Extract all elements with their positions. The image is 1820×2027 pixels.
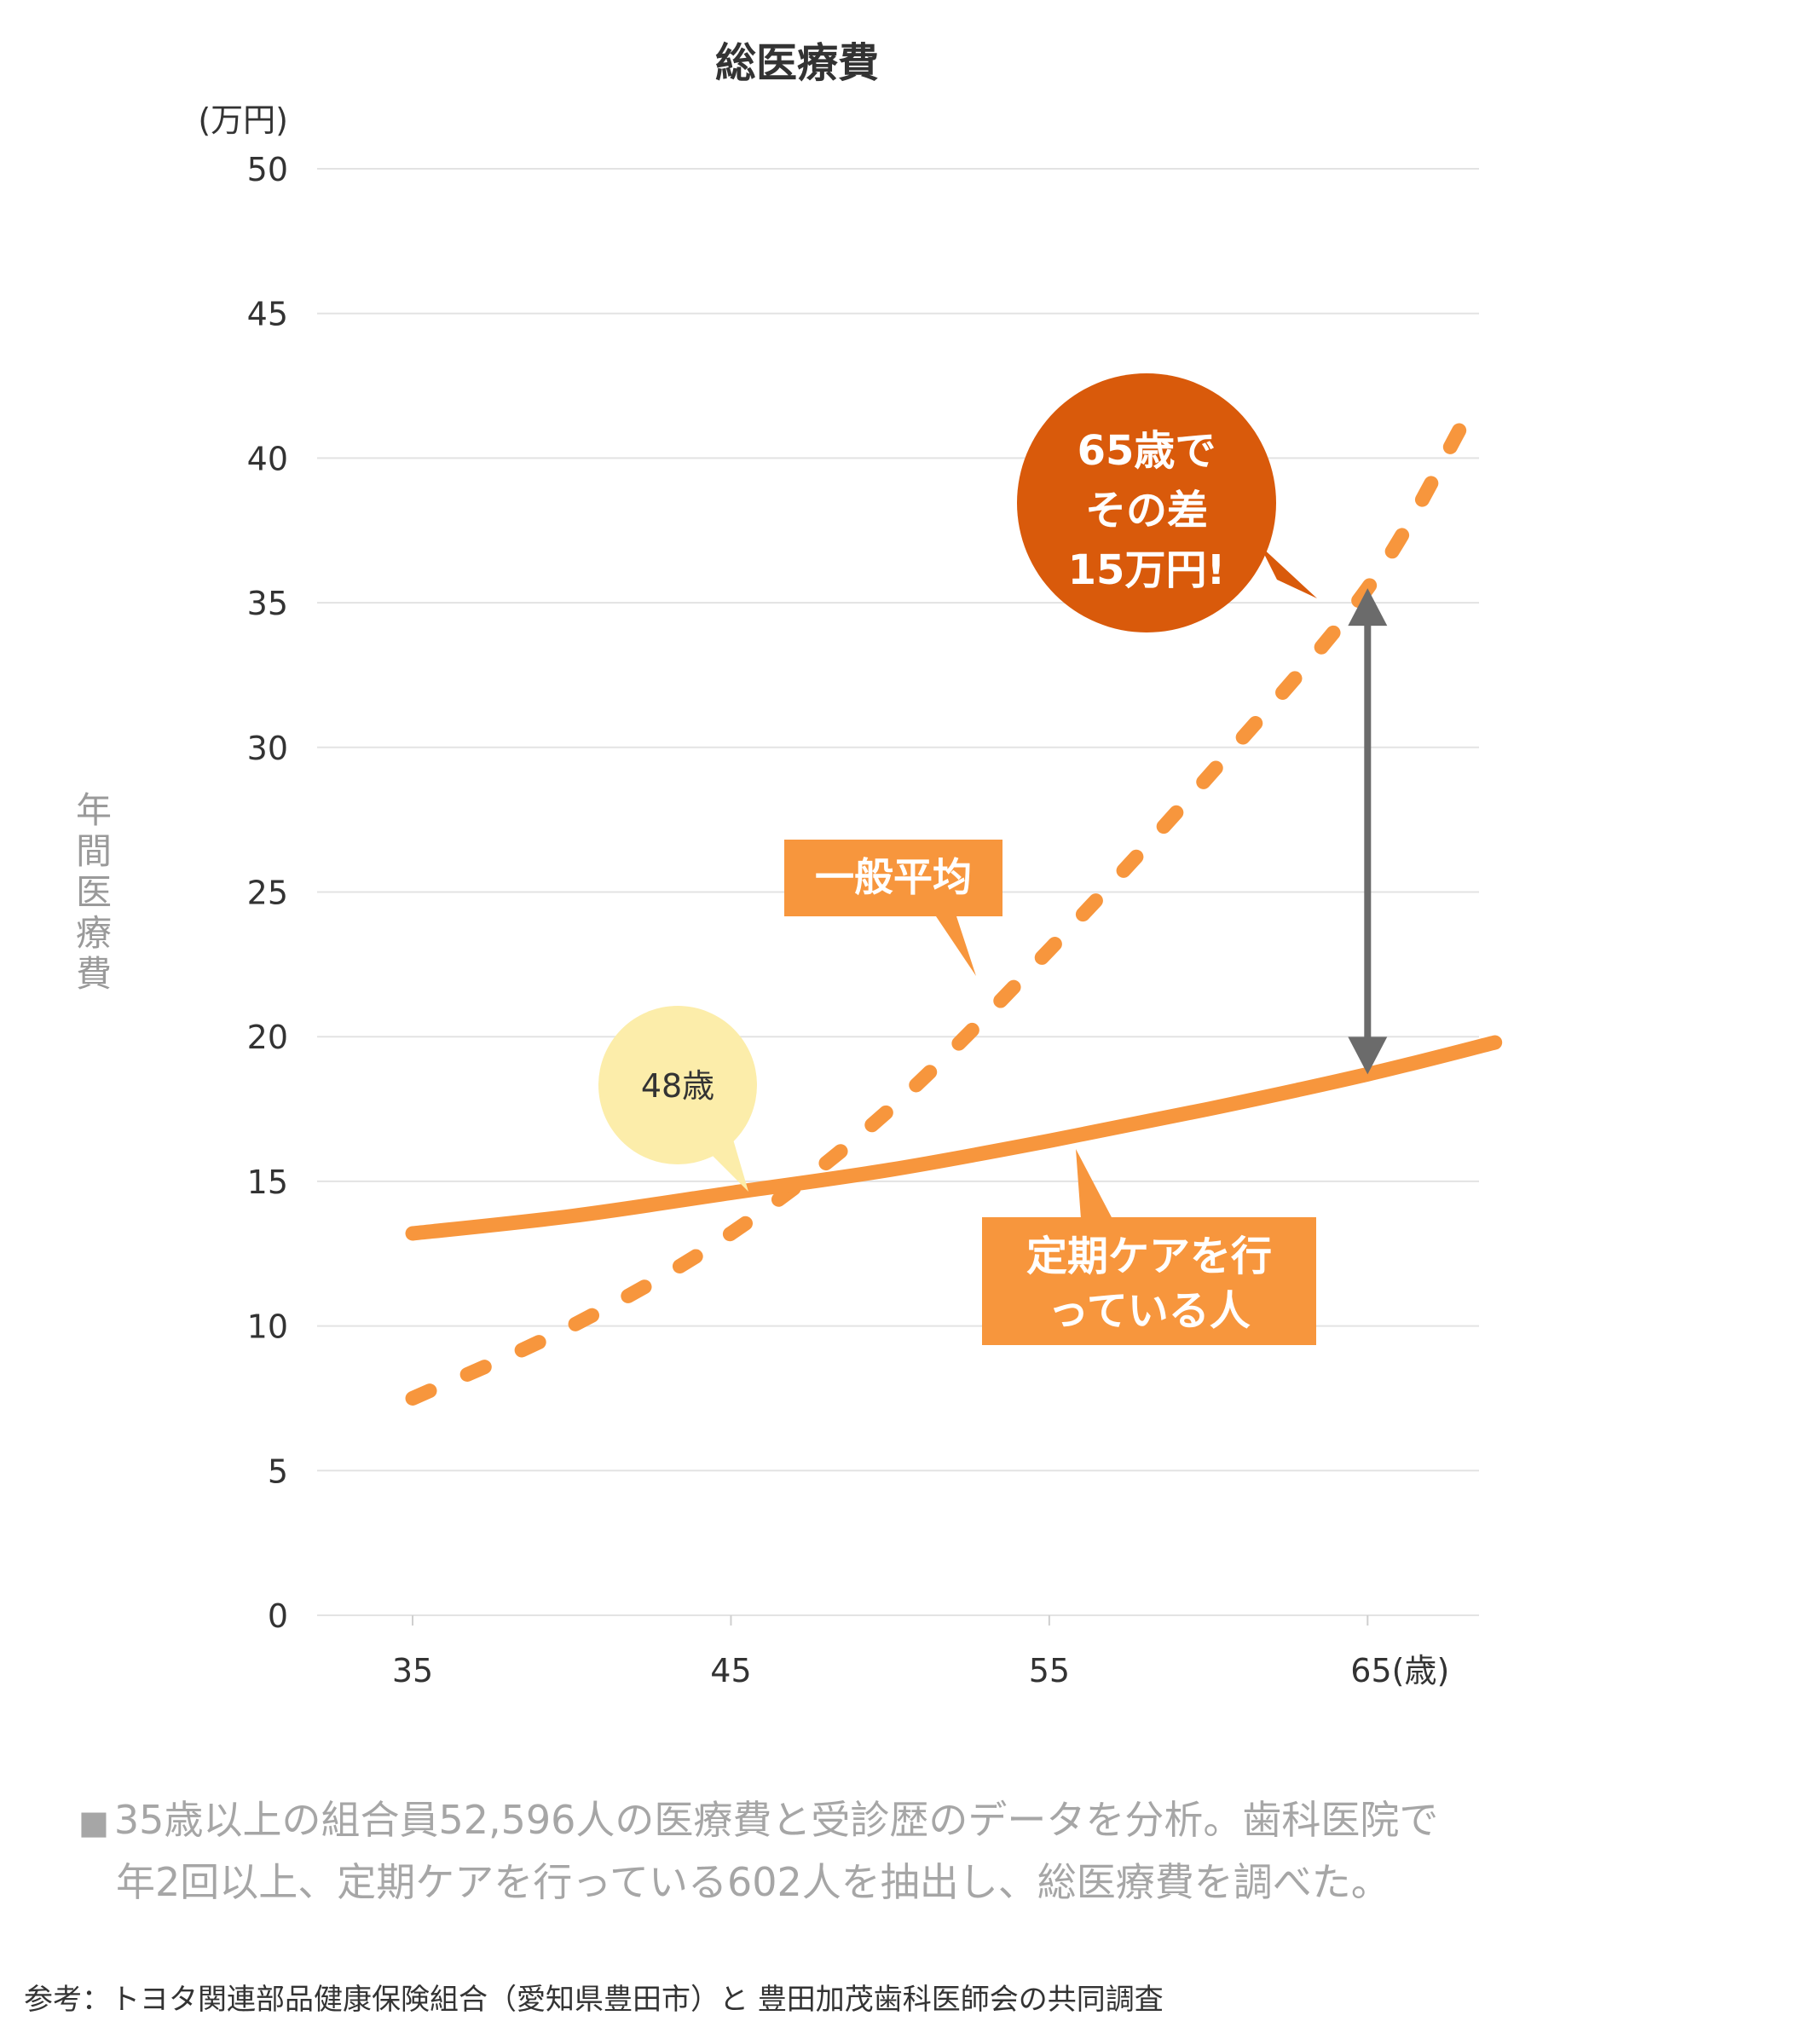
y-tick-label: 10 — [247, 1308, 288, 1346]
y-tick-label: 35 — [247, 585, 288, 622]
series-line-regular-care — [405, 1035, 1503, 1241]
source-credit: 参考：トヨタ関連部品健康保険組合（愛知県豊田市）と 豊田加茂歯科医師会の共同調査 — [24, 1983, 1164, 2017]
x-tick-label: 65(歳) — [1350, 1652, 1449, 1689]
y-tick-label: 50 — [247, 151, 288, 188]
y-tick-label: 45 — [247, 296, 288, 333]
difference-callout-text: 15万円! — [1068, 546, 1226, 594]
chart-title: 総医療費 — [715, 39, 879, 87]
x-tick-label: 55 — [1029, 1652, 1070, 1689]
difference-callout-tail — [1260, 546, 1317, 598]
footnote-bullet: ■ — [78, 1804, 109, 1841]
y-tick-label: 20 — [247, 1019, 288, 1056]
y-tick-label: 5 — [268, 1452, 288, 1490]
y-tick-labels: 0 5 10 15 20 25 30 35 40 45 50 — [247, 151, 288, 1635]
difference-arrow-head-down — [1348, 1037, 1388, 1075]
regular-care-label: 定期ケアを行 — [1026, 1233, 1272, 1280]
x-tick-label: 45 — [710, 1652, 751, 1689]
x-tick-label: 35 — [392, 1652, 433, 1689]
footnote-line-1: 35歳以上の組合員52,596人の医療費と受診歴のデータを分析。歯科医院で — [113, 1797, 1439, 1843]
footnote-line-2: 年2回以上、定期ケアを行っている602人を抽出し、総医療費を調べた。 — [116, 1859, 1390, 1905]
y-axis-title-char: 年 — [76, 789, 112, 831]
y-tick-label: 15 — [247, 1164, 288, 1201]
regular-care-label: っている人 — [1048, 1287, 1251, 1335]
difference-arrow-head-up — [1348, 588, 1388, 627]
footnote: ■ 35歳以上の組合員52,596人の医療費と受診歴のデータを分析。歯科医院で 年… — [78, 1790, 1528, 1912]
y-axis-title-char: 間 — [76, 830, 112, 872]
general-average-label-tail — [936, 916, 976, 976]
y-axis-title-char: 費 — [76, 953, 112, 995]
y-tick-label: 0 — [268, 1597, 288, 1635]
general-average-label-box — [784, 840, 1002, 916]
y-tick-label: 30 — [247, 730, 288, 767]
general-average-label: 一般平均 — [815, 854, 972, 900]
difference-callout-text: その差 — [1085, 487, 1208, 534]
y-axis-title-char: 医 — [76, 871, 112, 913]
difference-callout-text: 65歳で — [1078, 427, 1216, 475]
y-unit-label: (万円) — [198, 101, 288, 139]
y-tick-label: 40 — [247, 440, 288, 477]
age-48-callout-text: 48歳 — [641, 1067, 714, 1105]
regular-care-label-tail — [1076, 1149, 1112, 1219]
y-tick-label: 25 — [247, 875, 288, 912]
difference-callout-circle — [1017, 373, 1276, 632]
regular-care-label-box — [982, 1217, 1316, 1345]
x-tick-labels: 35 45 55 65(歳) — [392, 1615, 1449, 1689]
series-lines — [405, 416, 1503, 1406]
y-axis-title-char: 療 — [76, 912, 112, 954]
age-48-callout-circle — [598, 1006, 757, 1164]
